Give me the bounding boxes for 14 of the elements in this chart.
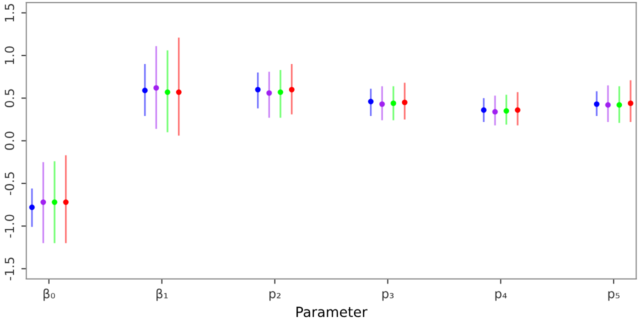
y-tick-label: -1.5 <box>4 258 14 280</box>
x-axis-title: Parameter <box>296 306 368 318</box>
x-tick-label: p₃ <box>382 291 394 301</box>
y-tick-label: -1.0 <box>4 214 14 238</box>
y-tick-label: 0.5 <box>4 89 14 108</box>
x-tick-label: p₄ <box>495 291 507 301</box>
y-tick-label: 0.0 <box>4 132 14 150</box>
x-tick-label: β₀ <box>44 288 55 301</box>
y-tick-label: -0.5 <box>4 172 14 195</box>
x-tick-label: β₁ <box>156 288 168 301</box>
y-tick-label: 1.0 <box>4 46 14 64</box>
y-tick-label: 1.5 <box>4 4 14 22</box>
x-tick-label: p₅ <box>608 291 620 301</box>
x-tick-label: p₂ <box>269 291 280 301</box>
